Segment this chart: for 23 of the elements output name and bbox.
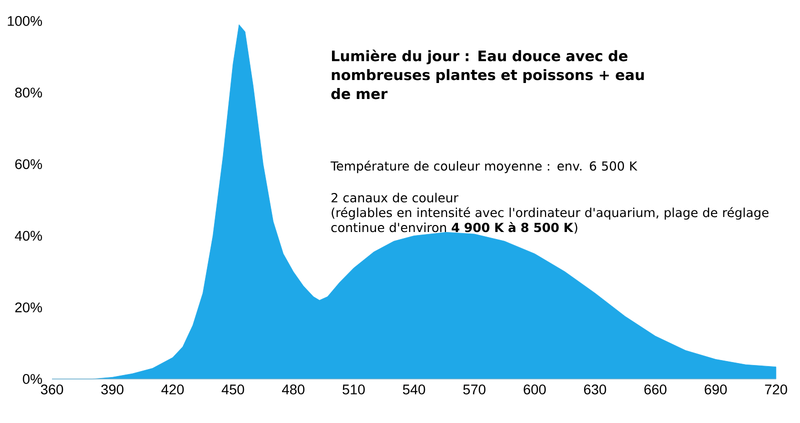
y-tick-label: 100% [8,16,42,26]
y-tick-label: 80% [15,88,42,98]
y-tick-label: 40% [14,230,42,241]
y-tick-label: 0% [22,374,42,384]
text: Lumière du jour : Eau douce avec de nombreuses plantes et poissons + eau de mer [331,50,644,100]
x-tick-label: 480 [282,384,304,394]
annotation: Température de couleur moyenne : env. 6 500 K [330,160,638,174]
x-tick-label: 360 [40,384,64,394]
x-tick-label: 510 [342,384,365,394]
annotation: 2 canaux de couleur [332,192,458,202]
x-tick-label: 420 [161,384,184,394]
x-tick-label: 570 [463,384,486,394]
y-tick-label: 20% [15,302,42,312]
x-tick-label: 690 [704,384,727,394]
x-tick-label: 450 [222,384,244,394]
x-tick-label: 720 [765,384,788,394]
x-tick-label: 390 [101,384,124,394]
x-tick-label: 630 [584,384,606,394]
x-tick-label: 660 [644,384,666,394]
y-tick-label: 60% [15,159,42,170]
x-tick-label: 540 [402,384,426,394]
annotation: (réglables en intensité avec l'ordinateur d'aquarium, plage de réglage continue d'environ 4 900 K à 8 500 K) [331,207,768,234]
x-tick-label: 600 [524,384,546,394]
